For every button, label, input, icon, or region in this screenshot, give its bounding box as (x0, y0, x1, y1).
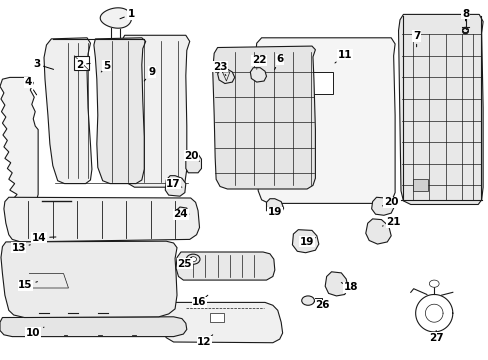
Text: 16: 16 (192, 295, 207, 307)
Polygon shape (4, 197, 199, 242)
Text: 19: 19 (267, 207, 282, 217)
Polygon shape (44, 38, 92, 184)
Text: 22: 22 (251, 55, 266, 69)
Polygon shape (255, 38, 394, 203)
Text: 24: 24 (173, 209, 188, 219)
Text: 25: 25 (177, 257, 192, 269)
Polygon shape (212, 46, 315, 189)
Text: 4: 4 (24, 77, 37, 95)
Text: 10: 10 (26, 327, 44, 338)
Text: 7: 7 (412, 31, 420, 47)
Text: 27: 27 (428, 330, 443, 343)
Polygon shape (74, 56, 89, 70)
Text: 6: 6 (274, 54, 283, 69)
Polygon shape (120, 35, 189, 187)
Polygon shape (325, 272, 347, 296)
Polygon shape (0, 77, 38, 203)
Text: 26: 26 (314, 300, 329, 310)
Text: 3: 3 (33, 59, 54, 69)
Polygon shape (100, 8, 131, 28)
Circle shape (301, 296, 314, 305)
Text: 20: 20 (184, 150, 199, 161)
Text: 18: 18 (341, 282, 358, 292)
Polygon shape (0, 317, 186, 337)
Text: 15: 15 (18, 280, 38, 291)
Text: 20: 20 (382, 197, 398, 207)
Polygon shape (365, 219, 390, 244)
Text: 17: 17 (166, 179, 182, 189)
Polygon shape (159, 302, 282, 343)
Text: 23: 23 (212, 62, 227, 76)
Polygon shape (176, 207, 188, 219)
Polygon shape (165, 176, 185, 196)
Polygon shape (412, 179, 427, 191)
Text: 12: 12 (197, 335, 212, 347)
Polygon shape (210, 313, 224, 322)
Text: 5: 5 (101, 61, 110, 72)
Text: 9: 9 (144, 67, 155, 81)
Polygon shape (305, 72, 332, 94)
Polygon shape (292, 230, 318, 253)
Polygon shape (398, 14, 482, 204)
Circle shape (428, 280, 438, 287)
Polygon shape (176, 252, 274, 280)
Circle shape (189, 257, 196, 262)
Circle shape (186, 254, 200, 264)
Polygon shape (1, 241, 177, 318)
Text: 19: 19 (299, 237, 315, 247)
Polygon shape (185, 154, 201, 173)
Text: 13: 13 (11, 243, 30, 253)
Polygon shape (266, 199, 283, 214)
Text: 14: 14 (32, 233, 56, 243)
Polygon shape (250, 68, 266, 82)
Polygon shape (94, 38, 145, 184)
Text: 1: 1 (120, 9, 134, 19)
Polygon shape (371, 197, 393, 215)
Text: 8: 8 (461, 9, 468, 21)
Text: 2: 2 (76, 60, 90, 70)
Text: 11: 11 (334, 50, 352, 63)
Text: 21: 21 (382, 217, 400, 228)
Polygon shape (217, 69, 234, 84)
